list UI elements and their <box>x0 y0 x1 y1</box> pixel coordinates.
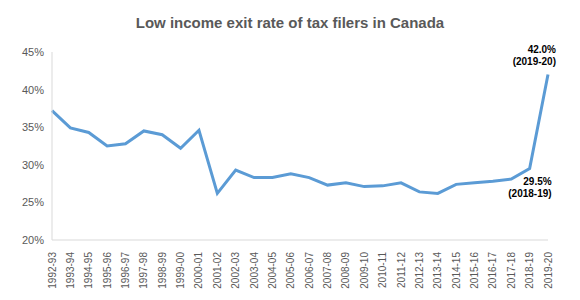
svg-text:29.5%: 29.5% <box>523 176 551 187</box>
svg-text:20%: 20% <box>22 234 44 246</box>
svg-text:(2019-20): (2019-20) <box>513 56 556 67</box>
svg-text:1996-97: 1996-97 <box>120 252 131 289</box>
svg-text:2003-04: 2003-04 <box>249 252 260 289</box>
svg-text:2012-13: 2012-13 <box>414 252 425 289</box>
svg-text:2006-07: 2006-07 <box>304 252 315 289</box>
svg-text:25%: 25% <box>22 196 44 208</box>
svg-text:45%: 45% <box>22 46 44 58</box>
svg-text:2015-16: 2015-16 <box>469 252 480 289</box>
svg-text:35%: 35% <box>22 121 44 133</box>
svg-text:2009-10: 2009-10 <box>359 252 370 289</box>
svg-text:2010-11: 2010-11 <box>377 252 388 288</box>
svg-text:2013-14: 2013-14 <box>432 252 443 289</box>
svg-text:1998-99: 1998-99 <box>157 252 168 289</box>
svg-text:2007-08: 2007-08 <box>322 252 333 289</box>
svg-text:2014-15: 2014-15 <box>451 252 462 289</box>
svg-text:2011-12: 2011-12 <box>396 252 407 288</box>
svg-text:1997-98: 1997-98 <box>138 252 149 289</box>
svg-text:42.0%: 42.0% <box>528 44 556 55</box>
svg-text:1995-96: 1995-96 <box>102 252 113 289</box>
svg-text:1992-93: 1992-93 <box>47 252 58 289</box>
svg-text:2002-03: 2002-03 <box>230 252 241 289</box>
svg-text:1994-95: 1994-95 <box>83 252 94 289</box>
svg-text:1993-94: 1993-94 <box>65 252 76 289</box>
svg-text:2016-17: 2016-17 <box>487 252 498 289</box>
svg-text:2019-20: 2019-20 <box>543 252 554 289</box>
svg-text:2005-06: 2005-06 <box>285 252 296 289</box>
svg-text:2001-02: 2001-02 <box>212 252 223 289</box>
svg-text:(2018-19): (2018-19) <box>508 188 551 199</box>
svg-text:40%: 40% <box>22 84 44 96</box>
html-text:Low income exit rate of tax fi: Low income exit rate of tax filers in Ca… <box>135 14 445 31</box>
svg-text:2004-05: 2004-05 <box>267 252 278 289</box>
svg-text:2008-09: 2008-09 <box>340 252 351 289</box>
svg-text:1999-00: 1999-00 <box>175 252 186 289</box>
svg-text:2018-19: 2018-19 <box>524 252 535 289</box>
svg-text:2000-01: 2000-01 <box>193 252 204 289</box>
svg-text:2017-18: 2017-18 <box>506 252 517 289</box>
svg-text:30%: 30% <box>22 159 44 171</box>
